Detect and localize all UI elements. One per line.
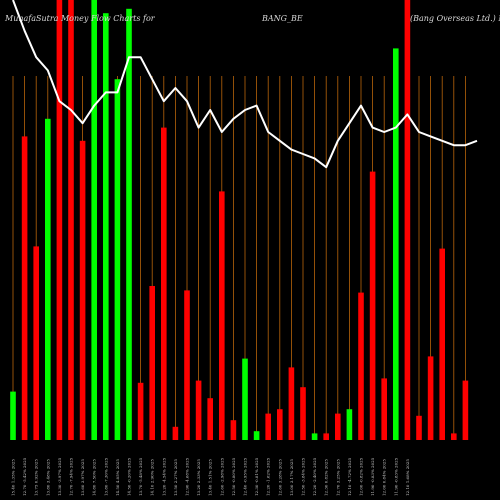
bar [103, 13, 109, 440]
bar [33, 246, 39, 440]
bar [369, 171, 376, 440]
x-tick-label: 12.20 -2.40% 2025 [312, 457, 317, 496]
bar [404, 0, 411, 440]
bar [230, 420, 237, 440]
bar [91, 0, 97, 440]
bar [21, 136, 28, 440]
bar [79, 140, 86, 441]
bar [242, 358, 248, 440]
x-tick-label: 11.90 -0.83% 2025 [370, 457, 375, 496]
x-tick-label: 13.50 2.27% 2025 [173, 459, 178, 496]
header-left: MunafaSutra Money Flow Charts for [4, 14, 156, 23]
bar [439, 248, 445, 440]
x-tick-label: 12.60 -2.98% 2025 [219, 457, 224, 496]
bar [56, 0, 63, 440]
bar [161, 127, 167, 440]
x-tick-label: 12.50 -3.84% 2025 [301, 457, 306, 496]
x-tick-label: 12.70 3.25% 2025 [335, 459, 340, 496]
header-right: (Bang Overseas Ltd.) MunafaSutra.com [410, 14, 500, 23]
bar [416, 415, 422, 440]
x-tick-label: 12.10 1.68% 2025 [405, 459, 410, 496]
x-tick-label: 14.50 -0.20% 2025 [127, 457, 132, 496]
x-tick-label: 12.70 -5.42% 2025 [22, 457, 27, 496]
bar [335, 413, 341, 440]
x-tick-label: 12.60 3.28% 2025 [277, 459, 282, 496]
x-tick-label: 14.10 2.90% 2025 [150, 459, 155, 496]
bar [114, 79, 121, 440]
bar [184, 290, 190, 440]
bar [253, 431, 260, 440]
bar [172, 426, 179, 440]
x-tick-label: 12.20 -1.62% 2025 [266, 457, 271, 496]
bar [10, 391, 16, 440]
x-tick-label: 13.30 -3.97% 2025 [57, 457, 62, 496]
bar [195, 380, 202, 440]
x-tick-label: 13.20 -4.54% 2025 [161, 457, 166, 496]
x-tick-label: 12.40 -0.95% 2025 [243, 457, 248, 496]
x-tick-labels: 15.40 1.35% 2025 12.70 -5.42% 2025 13.75 0… [11, 457, 410, 496]
bar [277, 409, 283, 440]
x-tick-label: 14.80 7.50% 2025 [92, 459, 97, 496]
bar [149, 286, 155, 440]
bar [358, 292, 364, 440]
bar [393, 48, 399, 441]
x-tick-label: 14.50 4.85% 2025 [115, 459, 120, 496]
x-tick-label: 13.70 -5.48% 2025 [138, 457, 143, 496]
x-tick-label: 12.90 -4.68% 2025 [185, 457, 190, 496]
x-tick-label: 13.75 0.92% 2025 [34, 459, 39, 496]
x-tick-label: 12.10 -4.72% 2025 [347, 457, 352, 496]
x-tick-label: 13.40 1.51% 2025 [208, 459, 213, 496]
x-tick-label: 12.00 -0.82% 2025 [359, 457, 364, 496]
bar [219, 191, 225, 440]
bar [346, 409, 353, 440]
x-tick-label: 13.80 3.48% 2025 [45, 459, 50, 496]
bar [451, 433, 457, 440]
bar [126, 8, 132, 441]
bar [68, 0, 74, 440]
bar [381, 378, 387, 440]
header-center: BANG_BE [261, 14, 303, 23]
x-tick-label: 13.20 2.33% 2025 [196, 459, 201, 496]
price-line-layer [12, 0, 478, 169]
bar [45, 118, 51, 441]
bar [323, 433, 329, 440]
bar [288, 367, 295, 440]
x-tick-label: 12.00 0.84% 2025 [382, 459, 387, 496]
bar [462, 380, 469, 440]
x-tick-label: 12.50 -0.80% 2025 [231, 457, 236, 496]
bar [207, 398, 213, 440]
x-tick-label: 12.30 0.82% 2025 [324, 459, 329, 496]
bar [265, 413, 271, 440]
bar [311, 433, 318, 440]
x-tick-label: 12.30 -0.81% 2025 [254, 457, 259, 496]
x-tick-label: 13.60 3.97% 2025 [80, 459, 85, 496]
x-tick-label: 15.40 1.35% 2025 [11, 459, 16, 496]
bar [300, 387, 306, 440]
x-tick-label: 13.80 -7.30% 2025 [103, 457, 108, 496]
bar [427, 356, 434, 440]
bar [137, 382, 144, 440]
x-tick-label: 13.00 3.17% 2025 [289, 459, 294, 496]
volume-bars [10, 0, 469, 441]
x-tick-label: 11.90 -0.83% 2025 [393, 457, 398, 496]
price-line [12, 0, 478, 169]
x-tick-label: 12.70 -7.94% 2025 [69, 457, 74, 496]
